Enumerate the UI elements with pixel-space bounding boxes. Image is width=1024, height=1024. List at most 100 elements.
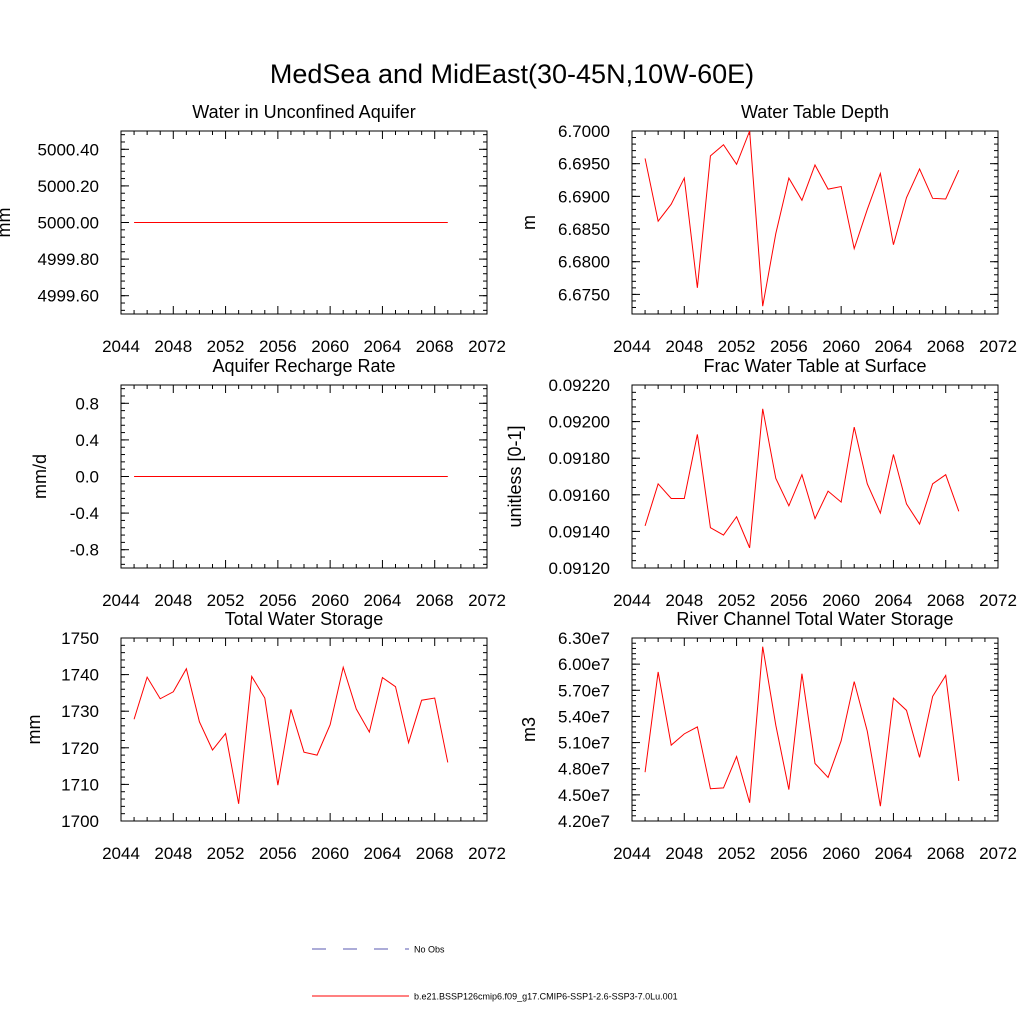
y-tick-label: 0.4: [75, 431, 99, 450]
panel-title: Aquifer Recharge Rate: [212, 356, 395, 376]
panel-4: Frac Water Table at Surface unitless [0-1…: [505, 356, 1017, 610]
x-tick-label: 2064: [875, 591, 913, 610]
y-axis-label: mm: [0, 208, 14, 238]
x-tick-label: 2044: [613, 337, 651, 356]
y-tick-label: 4.20e7: [558, 812, 610, 831]
x-tick-label: 2056: [770, 591, 808, 610]
y-tick-label: 5.40e7: [558, 707, 610, 726]
x-tick-label: 2072: [468, 337, 506, 356]
x-tick-label: 2056: [259, 844, 297, 863]
figure-title: MedSea and MidEast(30-45N,10W-60E): [270, 59, 754, 89]
panel-title: Water in Unconfined Aquifer: [192, 102, 415, 122]
x-tick-label: 2044: [102, 844, 140, 863]
legend-item-no-obs: No Obs: [312, 945, 445, 955]
y-tick-label: 6.7000: [558, 122, 610, 141]
y-tick-label: 0.8: [75, 394, 99, 413]
x-tick-label: 2072: [979, 591, 1017, 610]
y-tick-label: 5000.00: [38, 214, 99, 233]
panel-title: River Channel Total Water Storage: [676, 609, 953, 629]
x-tick-label: 2056: [259, 591, 297, 610]
x-tick-label: 2064: [364, 337, 402, 356]
x-tick-label: 2068: [927, 591, 965, 610]
panel-1: Water in Unconfined Aquifer mm 2044 2048 205…: [0, 102, 506, 356]
x-tick-label: 2072: [468, 591, 506, 610]
y-tick-label: 1700: [61, 812, 99, 831]
y-axis-label: unitless [0-1]: [505, 425, 525, 527]
y-tick-label: 0.09200: [549, 413, 610, 432]
y-tick-label: 6.6800: [558, 253, 610, 272]
y-tick-label: 1740: [61, 666, 99, 685]
x-tick-label: 2064: [875, 844, 913, 863]
x-tick-label: 2060: [822, 844, 860, 863]
x-tick-label: 2072: [979, 844, 1017, 863]
y-tick-label: 1730: [61, 702, 99, 721]
legend-label-simulation: b.e21.BSSP126cmip6.f09_g17.CMIP6-SSP1-2.…: [414, 992, 678, 1002]
x-tick-label: 2052: [207, 591, 245, 610]
x-tick-label: 2072: [468, 844, 506, 863]
panel-title: Total Water Storage: [225, 609, 383, 629]
x-tick-label: 2048: [154, 337, 192, 356]
x-tick-label: 2048: [154, 844, 192, 863]
x-tick-label: 2044: [102, 591, 140, 610]
y-tick-label: 0.09160: [549, 486, 610, 505]
x-tick-label: 2072: [979, 337, 1017, 356]
panel-title: Water Table Depth: [741, 102, 889, 122]
y-tick-label: 4.50e7: [558, 786, 610, 805]
x-tick-label: 2052: [718, 844, 756, 863]
y-tick-label: -0.4: [70, 504, 99, 523]
y-tick-label: 0.09220: [549, 376, 610, 395]
x-tick-label: 2068: [416, 591, 454, 610]
y-tick-label: 4.80e7: [558, 760, 610, 779]
x-tick-label: 2056: [770, 844, 808, 863]
series-line: [644, 408, 960, 549]
y-tick-label: 0.0: [75, 468, 99, 487]
y-tick-label: 1750: [61, 629, 99, 648]
x-tick-label: 2068: [416, 844, 454, 863]
panel-5: Total Water Storage mm 2044 2048 2052 2056 206…: [24, 609, 506, 863]
y-tick-label: 5.10e7: [558, 734, 610, 753]
x-tick-label: 2064: [875, 337, 913, 356]
y-axis-label: mm: [24, 715, 44, 745]
panel-2: Water Table Depth m 2044 2048 2052 2056 2060 20…: [519, 102, 1017, 356]
x-tick-label: 2056: [770, 337, 808, 356]
y-tick-label: 5000.20: [38, 177, 99, 196]
series-line: [644, 130, 960, 307]
y-tick-label: 6.6850: [558, 220, 610, 239]
y-tick-label: -0.8: [70, 541, 99, 560]
x-tick-label: 2052: [718, 337, 756, 356]
legend-label-no-obs: No Obs: [414, 945, 445, 955]
y-tick-label: 5000.40: [38, 140, 99, 159]
x-tick-label: 2044: [613, 591, 651, 610]
y-tick-label: 4999.80: [38, 250, 99, 269]
y-tick-label: 6.6950: [558, 155, 610, 174]
y-tick-label: 6.6750: [558, 285, 610, 304]
y-axis-label: m: [519, 215, 539, 230]
y-axis-label: mm/d: [30, 454, 50, 499]
x-tick-label: 2060: [822, 591, 860, 610]
y-tick-label: 4999.60: [38, 287, 99, 306]
x-tick-label: 2060: [822, 337, 860, 356]
panel-title: Frac Water Table at Surface: [703, 356, 926, 376]
x-tick-label: 2068: [416, 337, 454, 356]
x-tick-label: 2044: [613, 844, 651, 863]
x-tick-label: 2044: [102, 337, 140, 356]
x-tick-label: 2052: [718, 591, 756, 610]
x-tick-label: 2052: [207, 337, 245, 356]
y-tick-label: 6.30e7: [558, 629, 610, 648]
x-tick-label: 2052: [207, 844, 245, 863]
panel-3: Aquifer Recharge Rate mm/d 2044 2048 2052 205…: [30, 356, 506, 610]
legend-item-simulation: b.e21.BSSP126cmip6.f09_g17.CMIP6-SSP1-2.…: [312, 992, 678, 1002]
y-axis-label: m3: [519, 717, 539, 742]
y-tick-label: 1710: [61, 775, 99, 794]
x-tick-label: 2060: [311, 591, 349, 610]
panel-6: River Channel Total Water Storage m3 2044 2…: [519, 609, 1017, 863]
x-tick-label: 2060: [311, 844, 349, 863]
legend: No Obs b.e21.BSSP126cmip6.f09_g17.CMIP6-…: [312, 945, 678, 1002]
x-tick-label: 2048: [665, 337, 703, 356]
x-tick-label: 2048: [665, 844, 703, 863]
y-tick-label: 0.09140: [549, 522, 610, 541]
series-line: [644, 646, 960, 807]
panels: Water in Unconfined Aquifer mm 2044 2048 205…: [0, 102, 1017, 863]
